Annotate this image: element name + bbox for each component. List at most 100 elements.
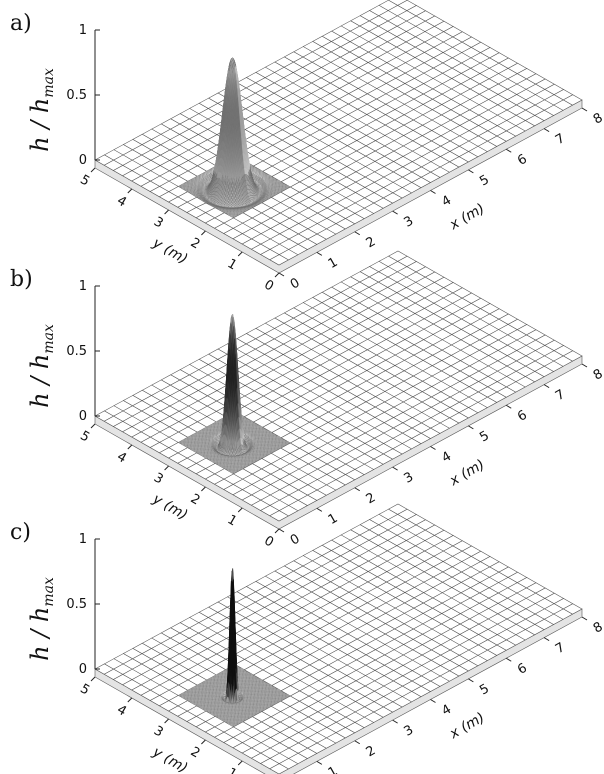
x-tick-mark <box>278 528 285 533</box>
z-axis-label: h / hmax <box>26 577 57 661</box>
y-axis-label: y (m) <box>149 235 190 268</box>
y-tick-label: 1 <box>225 512 240 529</box>
y-tick-label: 4 <box>114 193 129 210</box>
z-axis-label-subscript: max <box>41 577 57 607</box>
y-tick-mark <box>90 423 96 429</box>
z-tick-label: 1 <box>79 23 87 38</box>
y-tick-mark <box>274 272 280 278</box>
y-tick-mark <box>164 465 169 471</box>
x-tick-label: 8 <box>591 619 604 636</box>
z-tick-label: 0 <box>79 662 87 677</box>
x-tick-mark <box>505 404 512 409</box>
x-tick-mark <box>354 487 361 492</box>
x-tick-label: 4 <box>439 449 454 466</box>
x-tick-mark <box>430 699 436 703</box>
x-tick-label: 0 <box>288 531 303 548</box>
panel-label: c) <box>10 520 31 545</box>
x-tick-label: 4 <box>439 702 454 719</box>
x-tick-label: 3 <box>402 470 417 487</box>
y-tick-mark <box>201 739 206 745</box>
x-tick-label: 7 <box>553 131 568 148</box>
z-tick-label: 1 <box>79 279 87 294</box>
y-tick-mark <box>201 486 206 492</box>
y-tick-label: 5 <box>77 172 92 189</box>
surface-mesh <box>94 503 583 774</box>
x-tick-mark <box>316 507 323 512</box>
x-tick-label: 5 <box>477 428 492 445</box>
x-tick-label: 5 <box>477 681 492 698</box>
x-tick-label: 2 <box>364 234 379 251</box>
z-tick-label: 0 <box>79 409 87 424</box>
y-tick-mark <box>90 676 96 682</box>
y-tick-label: 5 <box>77 681 92 698</box>
y-tick-label: 3 <box>151 470 166 487</box>
x-tick-mark <box>543 637 550 642</box>
y-axis-label: y (m) <box>149 744 190 774</box>
x-tick-label: 2 <box>364 490 379 507</box>
z-tick-label: 0 <box>79 153 87 168</box>
x-tick-label: 8 <box>591 110 604 127</box>
z-axis-label-subscript: max <box>41 324 57 354</box>
x-tick-label: 7 <box>553 387 568 404</box>
y-tick-mark <box>201 230 206 236</box>
x-tick-mark <box>581 107 588 112</box>
y-tick-mark <box>127 188 133 194</box>
x-tick-label: 6 <box>515 408 530 425</box>
y-tick-mark <box>274 528 280 534</box>
x-tick-mark <box>468 678 474 683</box>
z-tick-label: 1 <box>79 532 87 547</box>
x-tick-label: 7 <box>553 640 568 657</box>
x-tick-mark <box>543 384 550 389</box>
y-tick-label: 1 <box>225 256 240 273</box>
surface-mesh <box>94 250 583 522</box>
x-tick-label: 2 <box>364 743 379 760</box>
panel-label: a) <box>10 11 32 36</box>
y-tick-label: 0 <box>261 277 276 294</box>
x-tick-mark <box>354 231 361 236</box>
x-tick-mark <box>430 446 436 450</box>
z-tick-label: 0.5 <box>66 88 87 103</box>
x-tick-mark <box>581 616 588 621</box>
y-tick-label: 4 <box>114 449 129 466</box>
y-tick-mark <box>164 718 169 724</box>
y-tick-label: 0 <box>261 533 276 550</box>
x-tick-mark <box>354 740 361 745</box>
z-axis-label: h / hmax <box>26 324 57 408</box>
y-tick-mark <box>237 507 243 513</box>
y-tick-label: 4 <box>114 702 129 719</box>
z-tick-label: 0.5 <box>66 344 87 359</box>
x-tick-label: 6 <box>515 152 530 169</box>
x-tick-label: 4 <box>439 193 454 210</box>
z-axis-label: h / hmax <box>26 68 57 152</box>
x-tick-mark <box>278 272 285 277</box>
y-axis-label: y (m) <box>149 491 190 524</box>
panel-label: b) <box>10 267 33 292</box>
x-tick-mark <box>581 363 588 368</box>
y-tick-mark <box>127 444 133 450</box>
y-tick-mark <box>127 697 133 703</box>
x-tick-mark <box>316 760 323 765</box>
z-tick-label: 0.5 <box>66 597 87 612</box>
y-tick-mark <box>237 760 243 766</box>
x-tick-mark <box>505 148 512 153</box>
y-tick-label: 3 <box>151 214 166 231</box>
y-tick-label: 2 <box>188 235 203 252</box>
x-tick-mark <box>543 128 550 133</box>
x-tick-label: 1 <box>326 511 341 528</box>
y-tick-label: 2 <box>188 744 203 761</box>
y-tick-mark <box>237 251 243 257</box>
y-tick-mark <box>164 209 169 215</box>
y-tick-label: 5 <box>77 428 92 445</box>
x-tick-label: 1 <box>326 764 341 774</box>
x-tick-mark <box>316 251 323 256</box>
x-tick-label: 5 <box>477 172 492 189</box>
x-tick-label: 8 <box>591 366 604 383</box>
x-tick-label: 3 <box>402 214 417 231</box>
x-tick-mark <box>430 190 436 194</box>
x-tick-mark <box>392 210 398 215</box>
y-tick-label: 1 <box>225 765 240 774</box>
